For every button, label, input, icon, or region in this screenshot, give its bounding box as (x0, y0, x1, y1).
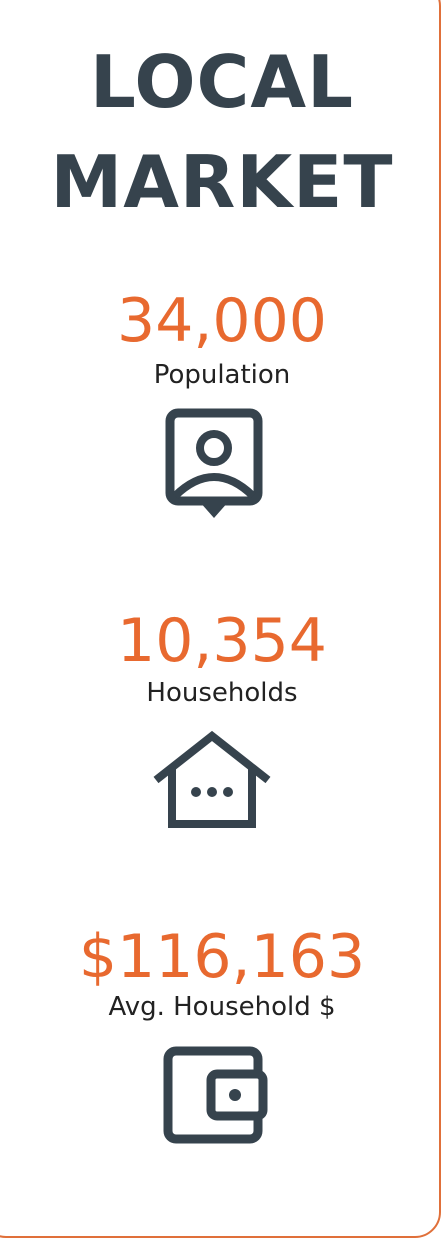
stat-value: 34,000 (117, 286, 327, 356)
household-icon (153, 730, 271, 828)
stat-label: Households (146, 678, 298, 708)
stat-label: Population (153, 360, 291, 390)
stat-label: Avg. Household $ (108, 992, 336, 1022)
title-line: LOCAL (90, 40, 354, 124)
stat-value: 10,354 (117, 606, 327, 676)
wallet-icon (163, 1046, 268, 1144)
population-icon (165, 408, 263, 518)
stat-value: $116,163 (78, 922, 366, 992)
title-line: MARKET (50, 140, 394, 224)
